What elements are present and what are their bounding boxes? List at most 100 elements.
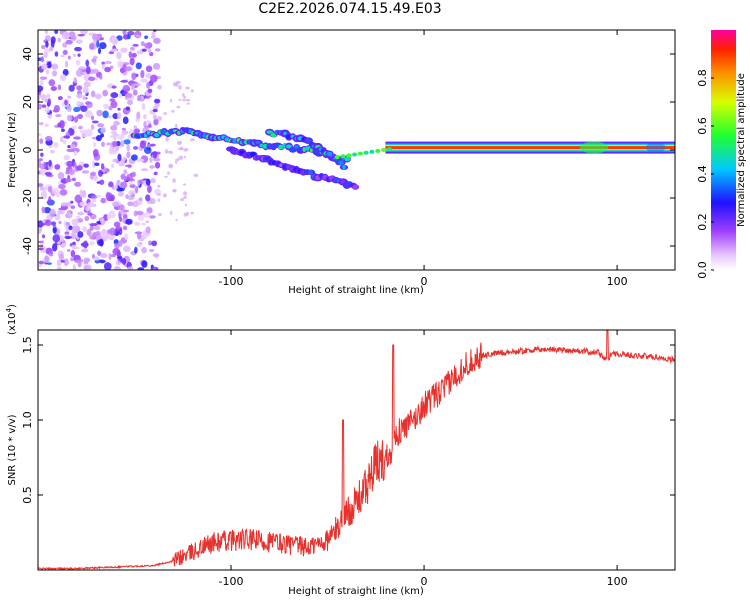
noise-blob xyxy=(38,104,42,109)
noise-blob xyxy=(60,136,64,143)
noise-blob xyxy=(132,43,139,47)
noise-blob xyxy=(86,228,92,237)
noise-blob xyxy=(150,143,156,147)
noise-blob xyxy=(164,148,168,154)
noise-blob xyxy=(110,125,118,131)
noise-blob xyxy=(112,112,119,120)
noise-blob xyxy=(122,213,128,219)
noise-blob xyxy=(99,42,107,50)
noise-blob xyxy=(153,37,161,45)
snr-x-tick-label: -100 xyxy=(219,575,244,588)
noise-blob xyxy=(90,124,95,130)
colorbar-gradient xyxy=(711,30,736,270)
noise-blob xyxy=(110,254,116,258)
noise-blob xyxy=(38,133,42,136)
snr-x-tick-label: 0 xyxy=(421,575,428,588)
noise-blob xyxy=(146,81,151,89)
noise-blob xyxy=(101,64,106,70)
noise-blob xyxy=(43,206,52,214)
snr-panel: -100 0 100 0.5 1.0 1.5 Height of straight li… xyxy=(5,304,676,597)
noise-blob xyxy=(115,260,122,266)
noise-blob xyxy=(44,106,51,114)
noise-blob xyxy=(103,103,110,109)
noise-blob xyxy=(110,100,118,109)
noise-blob xyxy=(175,218,178,222)
noise-blob xyxy=(66,114,73,122)
noise-blob xyxy=(66,105,72,113)
noise-blob xyxy=(81,170,90,174)
noise-blob xyxy=(124,66,133,72)
snr-x-axis-title: Height of straight line (km) xyxy=(288,586,424,597)
noise-blob xyxy=(62,49,68,56)
tone-band-core xyxy=(385,146,675,150)
noise-blob xyxy=(144,42,153,49)
noise-blob xyxy=(176,105,181,109)
noise-blob xyxy=(128,189,136,196)
noise-blob xyxy=(91,194,98,199)
noise-blob xyxy=(118,239,123,247)
colorbar-tick-label: 0.4 xyxy=(696,165,709,183)
noise-blob xyxy=(108,181,114,188)
noise-blob xyxy=(62,68,69,76)
noise-blob xyxy=(149,215,156,219)
noise-blob xyxy=(104,60,112,65)
branch-blob xyxy=(352,184,359,190)
noise-blob xyxy=(153,118,159,126)
noise-blob xyxy=(180,146,184,151)
noise-blob xyxy=(152,114,158,120)
noise-blob xyxy=(73,106,81,113)
noise-blob xyxy=(157,116,162,122)
noise-blob xyxy=(73,246,80,250)
noise-blob xyxy=(101,229,108,237)
noise-blob xyxy=(169,98,173,103)
noise-blob xyxy=(90,171,97,177)
noise-blob xyxy=(65,60,69,68)
noise-blob xyxy=(68,225,73,231)
noise-blob xyxy=(121,130,129,135)
noise-blob xyxy=(152,150,158,159)
noise-blob xyxy=(183,148,188,152)
noise-blob xyxy=(91,120,99,124)
noise-blob xyxy=(122,245,131,253)
noise-blob xyxy=(38,223,47,226)
noise-blob xyxy=(167,171,170,175)
noise-blob xyxy=(53,104,60,113)
noise-blob xyxy=(113,266,121,270)
noise-blob xyxy=(65,201,72,207)
noise-blob xyxy=(85,66,91,75)
noise-blob xyxy=(93,174,98,182)
tone-onset-blob xyxy=(334,155,340,160)
noise-blob xyxy=(92,33,100,41)
noise-blob xyxy=(41,234,46,239)
noise-blob xyxy=(75,39,83,44)
noise-blob xyxy=(108,115,112,119)
noise-blob xyxy=(154,102,160,108)
branch-blob xyxy=(326,151,333,157)
noise-blob xyxy=(118,93,123,98)
noise-blob xyxy=(86,264,92,270)
noise-blob xyxy=(193,173,199,178)
noise-blob xyxy=(164,175,168,178)
noise-blob xyxy=(38,158,43,162)
noise-blob xyxy=(135,210,144,216)
noise-blob xyxy=(60,74,67,82)
spectrogram-y-tick-label: 40 xyxy=(21,47,34,61)
noise-blob xyxy=(183,155,187,159)
noise-blob xyxy=(102,110,109,119)
noise-blob xyxy=(140,168,149,172)
noise-blob xyxy=(117,107,121,111)
spectrogram-x-ticks: -100 0 100 xyxy=(219,30,628,288)
noise-blob xyxy=(83,81,91,88)
noise-blob xyxy=(106,213,111,221)
noise-blob xyxy=(99,252,108,259)
noise-blob xyxy=(122,84,131,92)
noise-blob xyxy=(83,240,88,249)
noise-blob xyxy=(146,120,152,124)
noise-blob xyxy=(52,227,57,234)
noise-blob xyxy=(149,165,155,169)
noise-blob xyxy=(48,251,54,257)
noise-blob xyxy=(114,242,120,249)
noise-blob xyxy=(148,123,152,128)
